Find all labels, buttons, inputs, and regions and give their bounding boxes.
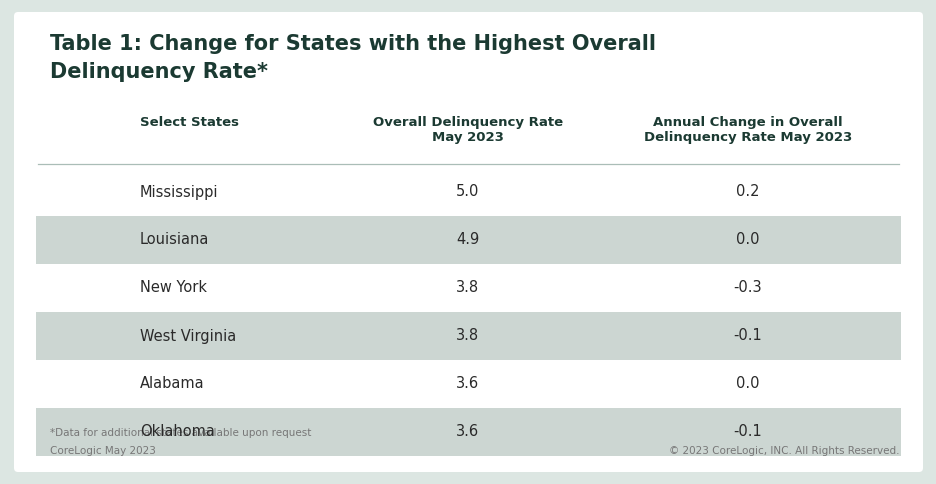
- Text: Select States: Select States: [139, 116, 239, 129]
- Text: -0.1: -0.1: [733, 329, 762, 344]
- Text: 3.8: 3.8: [456, 281, 479, 296]
- Text: West Virginia: West Virginia: [139, 329, 236, 344]
- Text: 4.9: 4.9: [456, 232, 479, 247]
- Bar: [36, 312, 900, 360]
- Text: 0.2: 0.2: [736, 184, 759, 199]
- Text: 3.6: 3.6: [456, 377, 479, 392]
- Bar: [36, 168, 900, 216]
- Text: Delinquency Rate*: Delinquency Rate*: [50, 62, 268, 82]
- Text: CoreLogic May 2023: CoreLogic May 2023: [50, 446, 155, 456]
- Text: -0.1: -0.1: [733, 424, 762, 439]
- Bar: [36, 408, 900, 456]
- Bar: [36, 360, 900, 408]
- Bar: [36, 216, 900, 264]
- Text: *Data for additional states available upon request: *Data for additional states available up…: [50, 428, 311, 438]
- Bar: [36, 264, 900, 312]
- Text: 0.0: 0.0: [736, 377, 759, 392]
- Text: Oklahoma: Oklahoma: [139, 424, 214, 439]
- Text: Annual Change in Overall
Delinquency Rate May 2023: Annual Change in Overall Delinquency Rat…: [643, 116, 851, 144]
- FancyBboxPatch shape: [14, 12, 922, 472]
- Text: 0.0: 0.0: [736, 232, 759, 247]
- Text: Overall Delinquency Rate
May 2023: Overall Delinquency Rate May 2023: [373, 116, 563, 144]
- Text: 3.6: 3.6: [456, 424, 479, 439]
- Text: 5.0: 5.0: [456, 184, 479, 199]
- Text: Alabama: Alabama: [139, 377, 204, 392]
- Text: © 2023 CoreLogic, INC. All Rights Reserved.: © 2023 CoreLogic, INC. All Rights Reserv…: [669, 446, 899, 456]
- Text: Louisiana: Louisiana: [139, 232, 209, 247]
- Text: -0.3: -0.3: [733, 281, 762, 296]
- Text: 3.8: 3.8: [456, 329, 479, 344]
- Text: Table 1: Change for States with the Highest Overall: Table 1: Change for States with the High…: [50, 34, 655, 54]
- Text: Mississippi: Mississippi: [139, 184, 218, 199]
- Text: New York: New York: [139, 281, 207, 296]
